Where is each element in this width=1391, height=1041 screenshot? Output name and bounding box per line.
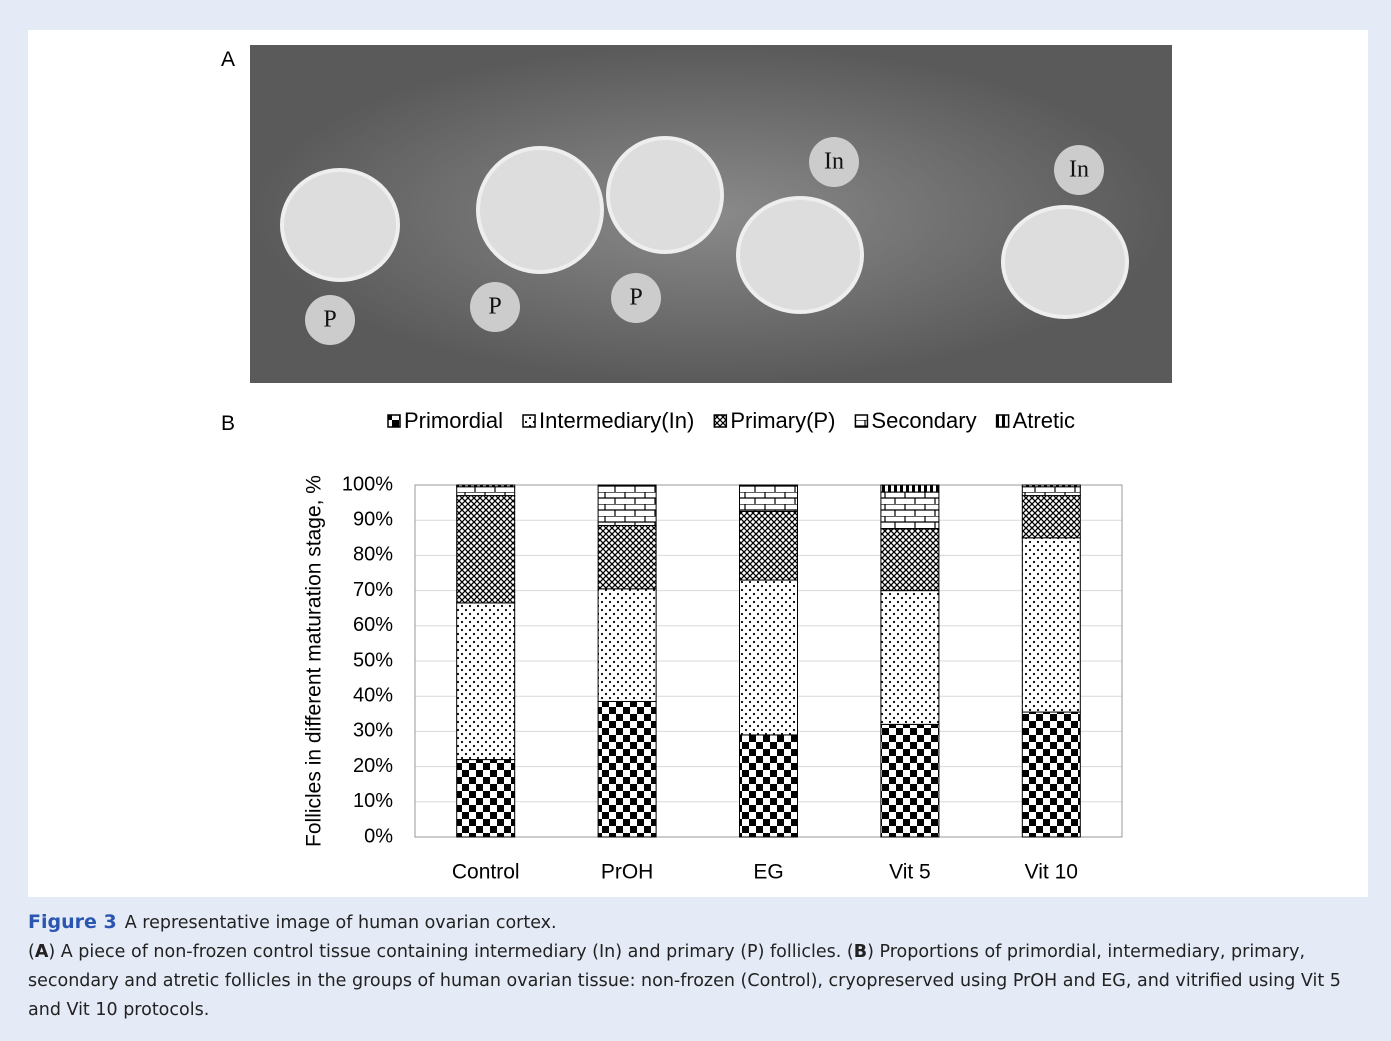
legend-swatch (388, 415, 400, 427)
bar-segment (740, 511, 798, 580)
bar-segment (740, 580, 798, 735)
bar-segment (457, 496, 515, 603)
legend-label: Primordial (404, 408, 503, 433)
y-tick-label: 60% (353, 614, 393, 636)
y-tick-label: 10% (353, 790, 393, 812)
caption: Figure 3 A representative image of human … (28, 908, 1368, 1025)
legend-label: Atretic (1013, 408, 1075, 433)
y-tick-label: 0% (364, 825, 393, 847)
bar-segment (457, 485, 515, 487)
y-tick-label: 80% (353, 544, 393, 566)
y-axis-title: Follicles in different maturation stage,… (303, 475, 326, 847)
bar-segment (881, 591, 939, 725)
legend-swatch (997, 415, 1009, 427)
caption-heading: A representative image of human ovarian … (125, 913, 557, 933)
bar-segment (598, 485, 656, 525)
bar-segment (457, 760, 515, 837)
bar-segment (881, 492, 939, 529)
bar-segment (598, 589, 656, 702)
caption-body: (A) A piece of non-frozen control tissue… (28, 942, 1341, 1020)
bar-segment (740, 735, 798, 837)
photo-label: In (1069, 157, 1089, 183)
y-tick-label: 30% (353, 720, 393, 742)
y-tick-label: 90% (353, 508, 393, 530)
bar-segment (598, 701, 656, 837)
x-tick-label: Control (452, 861, 520, 884)
y-tick-label: 40% (353, 684, 393, 706)
caption-text: ) A piece of non-frozen control tissue c… (48, 942, 853, 962)
panel-label: A (221, 48, 235, 71)
x-tick-label: PrOH (601, 861, 654, 884)
legend-swatch (855, 415, 867, 427)
bar-segment (457, 487, 515, 496)
bar-segment (1022, 712, 1080, 837)
legend-swatch (523, 415, 535, 427)
photo-label: P (629, 285, 642, 311)
bar-segment (881, 529, 939, 591)
x-tick-label: Vit 5 (889, 861, 931, 884)
y-tick-label: 50% (353, 649, 393, 671)
legend-label: Intermediary(In) (539, 408, 694, 433)
y-tick-label: 100% (342, 473, 393, 495)
caption-title: Figure 3 (28, 911, 117, 933)
caption-text: ( (28, 942, 35, 962)
photo-label: P (488, 294, 501, 320)
bar-segment (1022, 538, 1080, 712)
photo: P P P In In (250, 45, 1172, 383)
photo-label: In (824, 149, 844, 175)
legend-label: Primary(P) (730, 408, 835, 433)
y-tick-label: 20% (353, 755, 393, 777)
legend-label: Secondary (871, 408, 976, 433)
panel-label: B (221, 412, 235, 435)
bar-segment (598, 525, 656, 588)
bar-segment (881, 724, 939, 837)
bar-segment (1022, 496, 1080, 538)
x-tick-label: EG (753, 861, 783, 884)
bar-segment (740, 485, 798, 511)
figure: A B P P P In In Follicles in different m… (0, 0, 1391, 900)
bar-segment (1022, 487, 1080, 496)
page: A B P P P In In Follicles in different m… (0, 0, 1391, 1041)
bar-segment (457, 603, 515, 760)
caption-text: B (854, 942, 867, 962)
x-tick-label: Vit 10 (1025, 861, 1078, 884)
photo-label: P (323, 307, 336, 333)
bar-segment (881, 485, 939, 492)
caption-text: A (35, 942, 49, 962)
y-tick-label: 70% (353, 579, 393, 601)
legend-swatch (714, 415, 726, 427)
bar-segment (1022, 485, 1080, 487)
